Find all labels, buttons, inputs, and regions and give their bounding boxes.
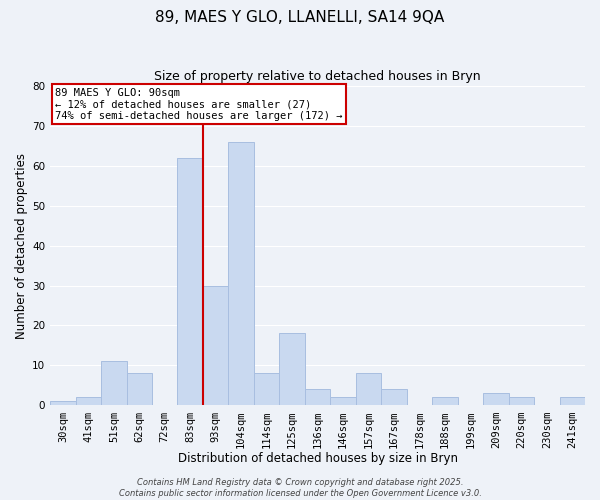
Bar bbox=[101, 362, 127, 406]
Bar bbox=[381, 390, 407, 406]
Bar bbox=[203, 286, 229, 406]
Y-axis label: Number of detached properties: Number of detached properties bbox=[15, 152, 28, 338]
Bar bbox=[305, 390, 331, 406]
Bar bbox=[178, 158, 203, 406]
Bar bbox=[483, 394, 509, 406]
Bar bbox=[229, 142, 254, 406]
Text: 89 MAES Y GLO: 90sqm
← 12% of detached houses are smaller (27)
74% of semi-detac: 89 MAES Y GLO: 90sqm ← 12% of detached h… bbox=[55, 88, 343, 121]
Bar bbox=[509, 398, 534, 406]
Bar bbox=[560, 398, 585, 406]
Bar bbox=[127, 374, 152, 406]
Bar bbox=[254, 374, 280, 406]
Bar bbox=[50, 402, 76, 406]
Bar bbox=[331, 398, 356, 406]
Text: 89, MAES Y GLO, LLANELLI, SA14 9QA: 89, MAES Y GLO, LLANELLI, SA14 9QA bbox=[155, 10, 445, 25]
Bar bbox=[76, 398, 101, 406]
Text: Contains HM Land Registry data © Crown copyright and database right 2025.
Contai: Contains HM Land Registry data © Crown c… bbox=[119, 478, 481, 498]
Title: Size of property relative to detached houses in Bryn: Size of property relative to detached ho… bbox=[154, 70, 481, 83]
X-axis label: Distribution of detached houses by size in Bryn: Distribution of detached houses by size … bbox=[178, 452, 458, 465]
Bar bbox=[280, 334, 305, 406]
Bar bbox=[356, 374, 381, 406]
Bar bbox=[432, 398, 458, 406]
